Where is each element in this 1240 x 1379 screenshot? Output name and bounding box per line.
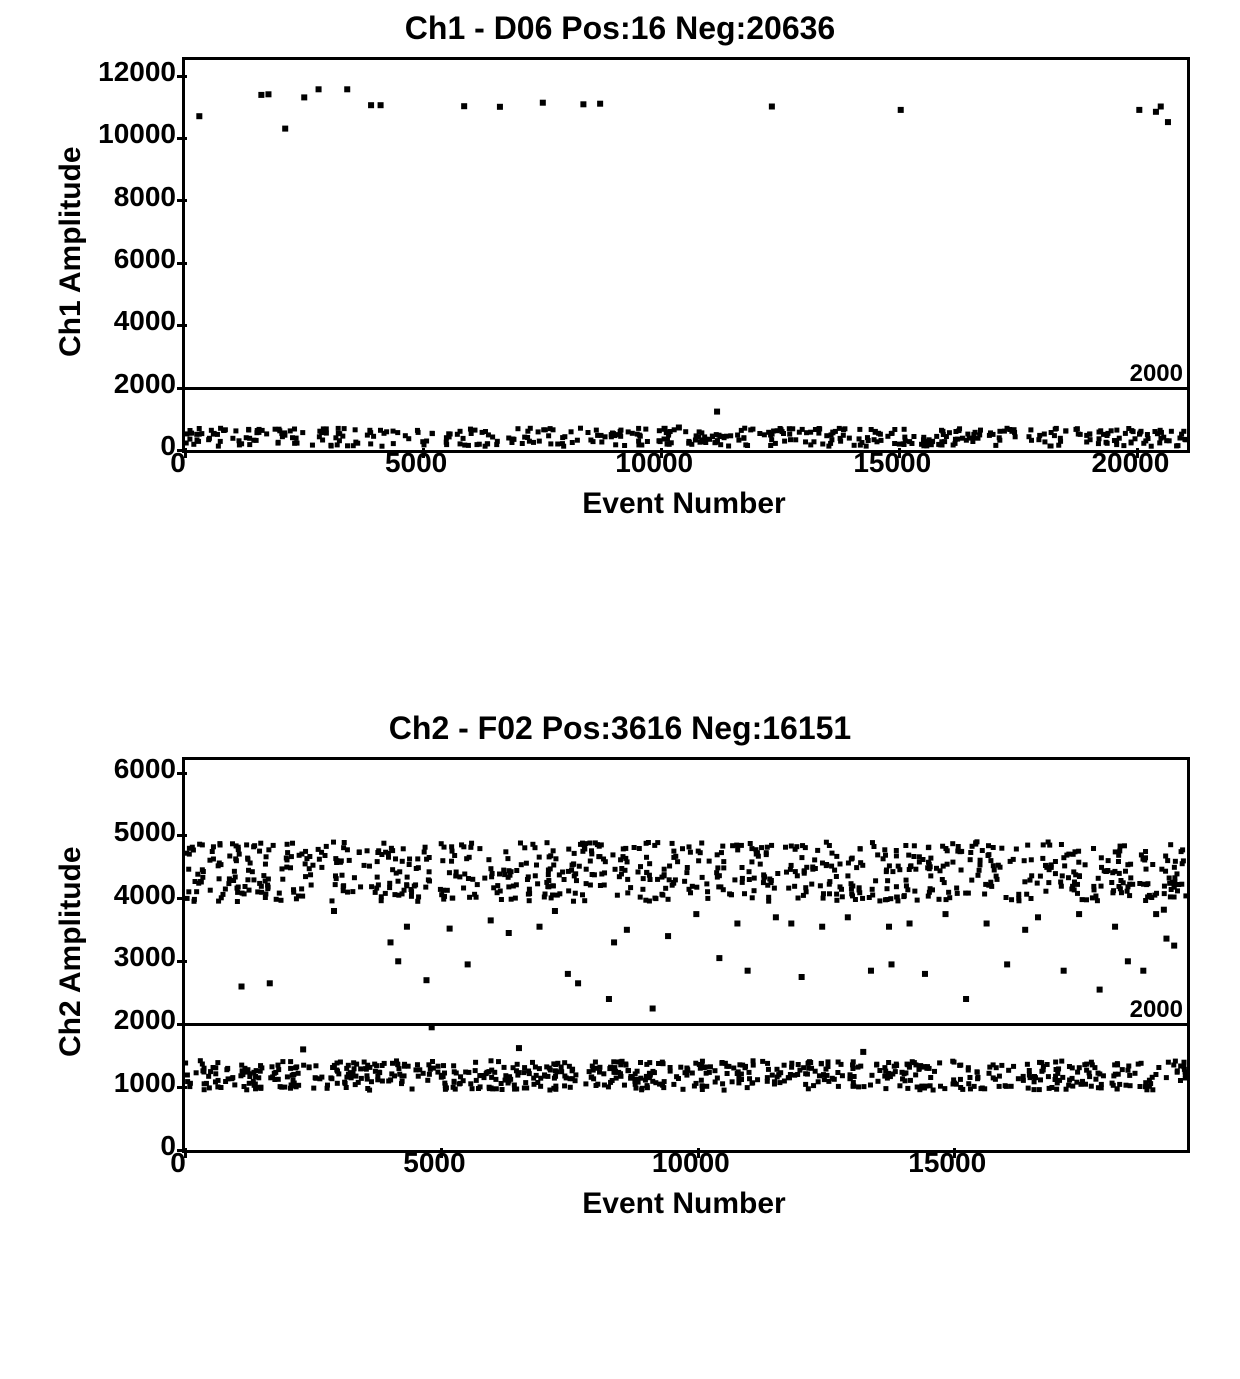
ytick-mark bbox=[177, 262, 187, 265]
ytick-label: 3000 bbox=[114, 941, 176, 973]
ytick-label: 10000 bbox=[98, 118, 176, 150]
chart2-xticks: 050001000015000 bbox=[178, 1147, 1190, 1183]
ytick-label: 1000 bbox=[114, 1067, 176, 1099]
xtick-label: 15000 bbox=[908, 1147, 986, 1179]
xtick-label: 0 bbox=[170, 1147, 186, 1179]
chart2-ylabel: Ch2 Amplitude bbox=[50, 757, 98, 1147]
ytick-mark bbox=[177, 1086, 187, 1089]
ytick-mark bbox=[177, 772, 187, 775]
chart2-plot-area: 2000 bbox=[182, 757, 1190, 1153]
chart1-plot-area: 2000 bbox=[182, 57, 1190, 453]
chart1-xticks: 05000100001500020000 bbox=[178, 447, 1190, 483]
chart1-title: Ch1 - D06 Pos:16 Neg:20636 bbox=[50, 10, 1190, 47]
ytick-mark bbox=[177, 199, 187, 202]
ytick-label: 4000 bbox=[114, 305, 176, 337]
chart1-yticks: 020004000600080001000012000 bbox=[98, 57, 182, 447]
chart1-threshold-label: 2000 bbox=[1130, 360, 1183, 388]
chart1-ylabel: Ch1 Amplitude bbox=[50, 57, 98, 447]
chart1-xlabel: Event Number bbox=[178, 487, 1190, 521]
ytick-mark bbox=[177, 137, 187, 140]
ytick-mark bbox=[177, 75, 187, 78]
xtick-label: 10000 bbox=[652, 1147, 730, 1179]
chart1-container: Ch1 - D06 Pos:16 Neg:20636 Ch1 Amplitude… bbox=[50, 10, 1190, 521]
chart2-container: Ch2 - F02 Pos:3616 Neg:16151 Ch2 Amplitu… bbox=[50, 710, 1190, 1221]
chart2-title: Ch2 - F02 Pos:3616 Neg:16151 bbox=[50, 710, 1190, 747]
ytick-mark bbox=[177, 897, 187, 900]
ytick-mark bbox=[177, 834, 187, 837]
chart2-threshold-line bbox=[185, 1023, 1187, 1026]
chart1-threshold-line bbox=[185, 387, 1187, 390]
ytick-mark bbox=[177, 324, 187, 327]
ytick-label: 12000 bbox=[98, 56, 176, 88]
ytick-mark bbox=[177, 960, 187, 963]
xtick-label: 15000 bbox=[853, 447, 931, 479]
ytick-label: 4000 bbox=[114, 879, 176, 911]
chart2-yticks: 0100020003000400050006000 bbox=[98, 757, 182, 1147]
ytick-mark bbox=[177, 387, 187, 390]
ytick-label: 6000 bbox=[114, 243, 176, 275]
ytick-label: 5000 bbox=[114, 816, 176, 848]
chart2-xlabel: Event Number bbox=[178, 1187, 1190, 1221]
xtick-label: 20000 bbox=[1091, 447, 1169, 479]
ytick-label: 2000 bbox=[114, 1004, 176, 1036]
xtick-label: 5000 bbox=[403, 1147, 465, 1179]
xtick-label: 10000 bbox=[615, 447, 693, 479]
ytick-mark bbox=[177, 1023, 187, 1026]
chart2-points bbox=[185, 760, 1187, 1150]
ytick-label: 6000 bbox=[114, 753, 176, 785]
chart2-threshold-label: 2000 bbox=[1130, 996, 1183, 1024]
page: Ch1 - D06 Pos:16 Neg:20636 Ch1 Amplitude… bbox=[0, 0, 1240, 1379]
ytick-label: 8000 bbox=[114, 181, 176, 213]
chart1-points bbox=[185, 60, 1187, 450]
ytick-label: 2000 bbox=[114, 368, 176, 400]
xtick-label: 0 bbox=[170, 447, 186, 479]
xtick-label: 5000 bbox=[385, 447, 447, 479]
